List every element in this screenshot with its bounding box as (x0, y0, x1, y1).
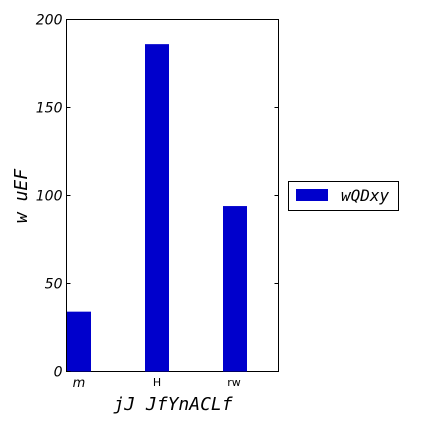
legend-swatch (296, 189, 328, 201)
y-tick-label: 100 (36, 189, 63, 205)
bar-H (145, 44, 169, 372)
bars-group (67, 44, 247, 372)
x-tick-label: rw (227, 376, 241, 389)
x-axis-title: jJ JfYnACLf (113, 394, 232, 415)
y-tick-label: 150 (36, 101, 63, 117)
y-axis-title: w uEF (11, 168, 32, 223)
bar-rw (223, 206, 247, 372)
x-tick-label: H (153, 376, 161, 389)
y-tick-label: 200 (36, 13, 63, 29)
x-tick-label: m (73, 376, 86, 391)
y-ticks: 0 50 100 150 200 (36, 13, 279, 381)
legend: wQDxy (288, 181, 399, 211)
legend-label: wQDxy (341, 186, 390, 205)
y-tick-label: 50 (45, 277, 63, 293)
bar-m (67, 311, 91, 372)
y-tick-label: 0 (54, 365, 63, 381)
